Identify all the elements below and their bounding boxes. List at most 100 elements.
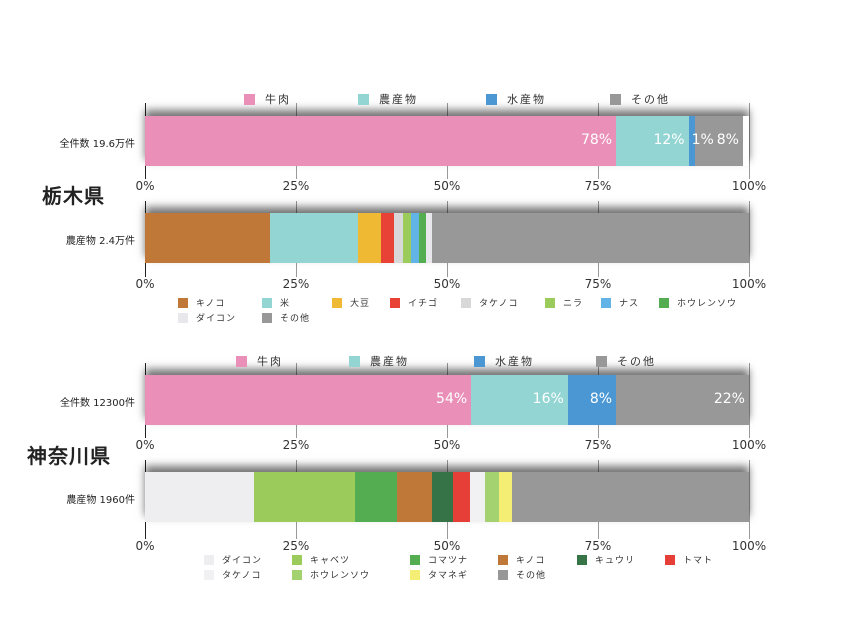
bar-segment[interactable] (403, 213, 412, 263)
category-label: 全件数 12300件 (60, 398, 135, 409)
title-kanagawa: 神奈川県 (27, 444, 111, 468)
bar-segment[interactable]: 16% (471, 375, 568, 425)
legend-swatch (410, 569, 420, 580)
legend-swatch (498, 569, 508, 580)
x-tick-label: 100% (731, 539, 767, 553)
legend-label: タケノコ (479, 299, 519, 309)
bar-segment[interactable] (431, 472, 454, 522)
legend-swatch (358, 93, 369, 105)
legend-label: ナス (619, 299, 640, 309)
legend-swatch (178, 297, 188, 308)
legend-item[interactable]: 農産物 (349, 353, 409, 369)
legend-label: 牛肉 (265, 93, 291, 106)
x-tick-label: 0% (135, 438, 155, 452)
legend-item[interactable]: その他 (498, 568, 546, 581)
legend-item[interactable]: 水産物 (474, 353, 534, 369)
bar-segment[interactable] (426, 213, 433, 263)
legend-label: その他 (617, 355, 656, 368)
x-tick-label: 25% (282, 539, 310, 553)
gridline-100 (749, 201, 750, 277)
bar-segment[interactable]: 8% (567, 375, 617, 425)
legend-item[interactable]: キノコ (498, 553, 545, 566)
legend-item[interactable]: キノコ (178, 296, 225, 309)
bar-segment[interactable]: 1% (688, 116, 714, 166)
legend-label: タマネギ (428, 571, 469, 581)
legend-swatch (204, 569, 214, 580)
legend-swatch (474, 355, 485, 367)
legend-swatch (178, 312, 188, 323)
legend-label: その他 (631, 93, 670, 106)
legend-item[interactable]: キャベツ (292, 553, 350, 566)
legend-item[interactable]: ホウレンソウ (659, 296, 737, 309)
legend-item[interactable]: イチゴ (390, 296, 438, 309)
legend-label: ホウレンソウ (677, 299, 738, 309)
x-tick-label: 75% (584, 179, 612, 193)
category-label: 農産物 1960件 (66, 495, 135, 506)
bar-segment[interactable] (485, 472, 499, 522)
legend-item[interactable]: タケノコ (204, 568, 261, 581)
legend-item[interactable]: 米 (262, 296, 290, 309)
bar-segment[interactable] (453, 472, 470, 522)
bar-segment[interactable] (394, 213, 404, 263)
legend-item[interactable]: コマツナ (410, 553, 468, 566)
segment-label: 8% (589, 391, 613, 407)
legend-swatch (292, 554, 302, 565)
bar-segment[interactable] (411, 213, 420, 263)
legend-swatch (610, 93, 621, 105)
segment-label: 22% (713, 391, 745, 407)
legend-item[interactable]: 牛肉 (244, 91, 291, 107)
x-tick-label: 50% (433, 539, 461, 553)
gridline-100 (749, 363, 750, 438)
bar-segment[interactable] (381, 213, 395, 263)
legend-item[interactable]: その他 (262, 311, 310, 324)
legend-item[interactable]: タマネギ (410, 568, 468, 581)
legend-swatch (545, 297, 555, 308)
bar-segment[interactable] (357, 213, 382, 263)
legend-item[interactable]: 大豆 (332, 296, 370, 309)
legend-item[interactable]: その他 (596, 353, 656, 369)
legend-item[interactable]: ナス (601, 296, 639, 309)
bar-segment[interactable]: 22% (616, 375, 749, 425)
bar-segment[interactable] (270, 213, 358, 263)
x-tick-label: 0% (135, 179, 155, 193)
legend-item[interactable]: ダイコン (178, 311, 236, 324)
bar-segment[interactable] (145, 472, 254, 522)
legend-item[interactable]: ダイコン (204, 553, 262, 566)
gridline-100 (749, 460, 750, 539)
legend-item[interactable]: ニラ (545, 296, 583, 309)
legend-label: その他 (516, 571, 547, 581)
gridline-100 (749, 103, 750, 179)
legend-label: コマツナ (428, 556, 469, 566)
legend-label: キャベツ (310, 556, 351, 566)
legend-item[interactable]: トマト (665, 553, 713, 566)
legend-item[interactable]: その他 (610, 91, 670, 107)
segment-label: 1% (691, 132, 714, 148)
bar-segment[interactable]: 54% (145, 375, 472, 425)
legend-swatch (349, 355, 360, 367)
bar-segment[interactable] (512, 472, 749, 522)
legend-label: トマト (683, 556, 714, 566)
bar-segment[interactable] (498, 472, 513, 522)
x-tick-label: 25% (282, 277, 310, 291)
bar-segment[interactable]: 78% (145, 116, 617, 166)
bar-segment[interactable] (432, 213, 749, 263)
bar-segment[interactable] (396, 472, 432, 522)
legend-item[interactable]: タケノコ (461, 296, 518, 309)
legend-item[interactable]: 農産物 (358, 91, 418, 107)
bar-segment[interactable] (469, 472, 486, 522)
legend-label: キノコ (196, 299, 226, 309)
stacked-bar: 54% 16% 8% 22% (145, 375, 749, 425)
bar-segment[interactable] (145, 213, 271, 263)
bar-segment[interactable] (419, 213, 427, 263)
x-tick-label: 100% (731, 179, 767, 193)
legend-item[interactable]: 牛肉 (236, 353, 283, 369)
legend-swatch (410, 554, 420, 565)
bar-segment[interactable] (253, 472, 356, 522)
bar-segment[interactable] (355, 472, 397, 522)
legend-item[interactable]: キュウリ (577, 553, 635, 566)
legend-item[interactable]: ホウレンソウ (292, 568, 370, 581)
x-tick-label: 50% (433, 438, 461, 452)
bar-segment[interactable]: 12% (616, 116, 689, 166)
bar-segment[interactable]: 8% (694, 116, 743, 166)
legend-item[interactable]: 水産物 (486, 91, 546, 107)
